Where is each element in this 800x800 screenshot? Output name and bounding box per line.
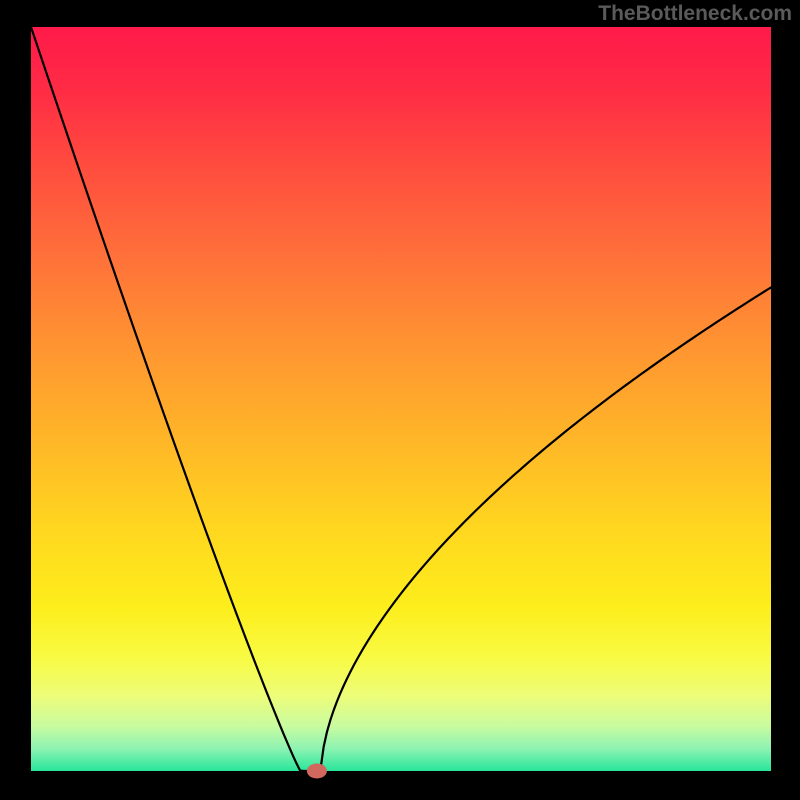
optimum-marker: [307, 764, 327, 779]
plot-area: [31, 27, 771, 771]
bottleneck-curve: [31, 27, 771, 771]
watermark-text: TheBottleneck.com: [598, 2, 792, 26]
chart-container: TheBottleneck.com: [0, 0, 800, 800]
